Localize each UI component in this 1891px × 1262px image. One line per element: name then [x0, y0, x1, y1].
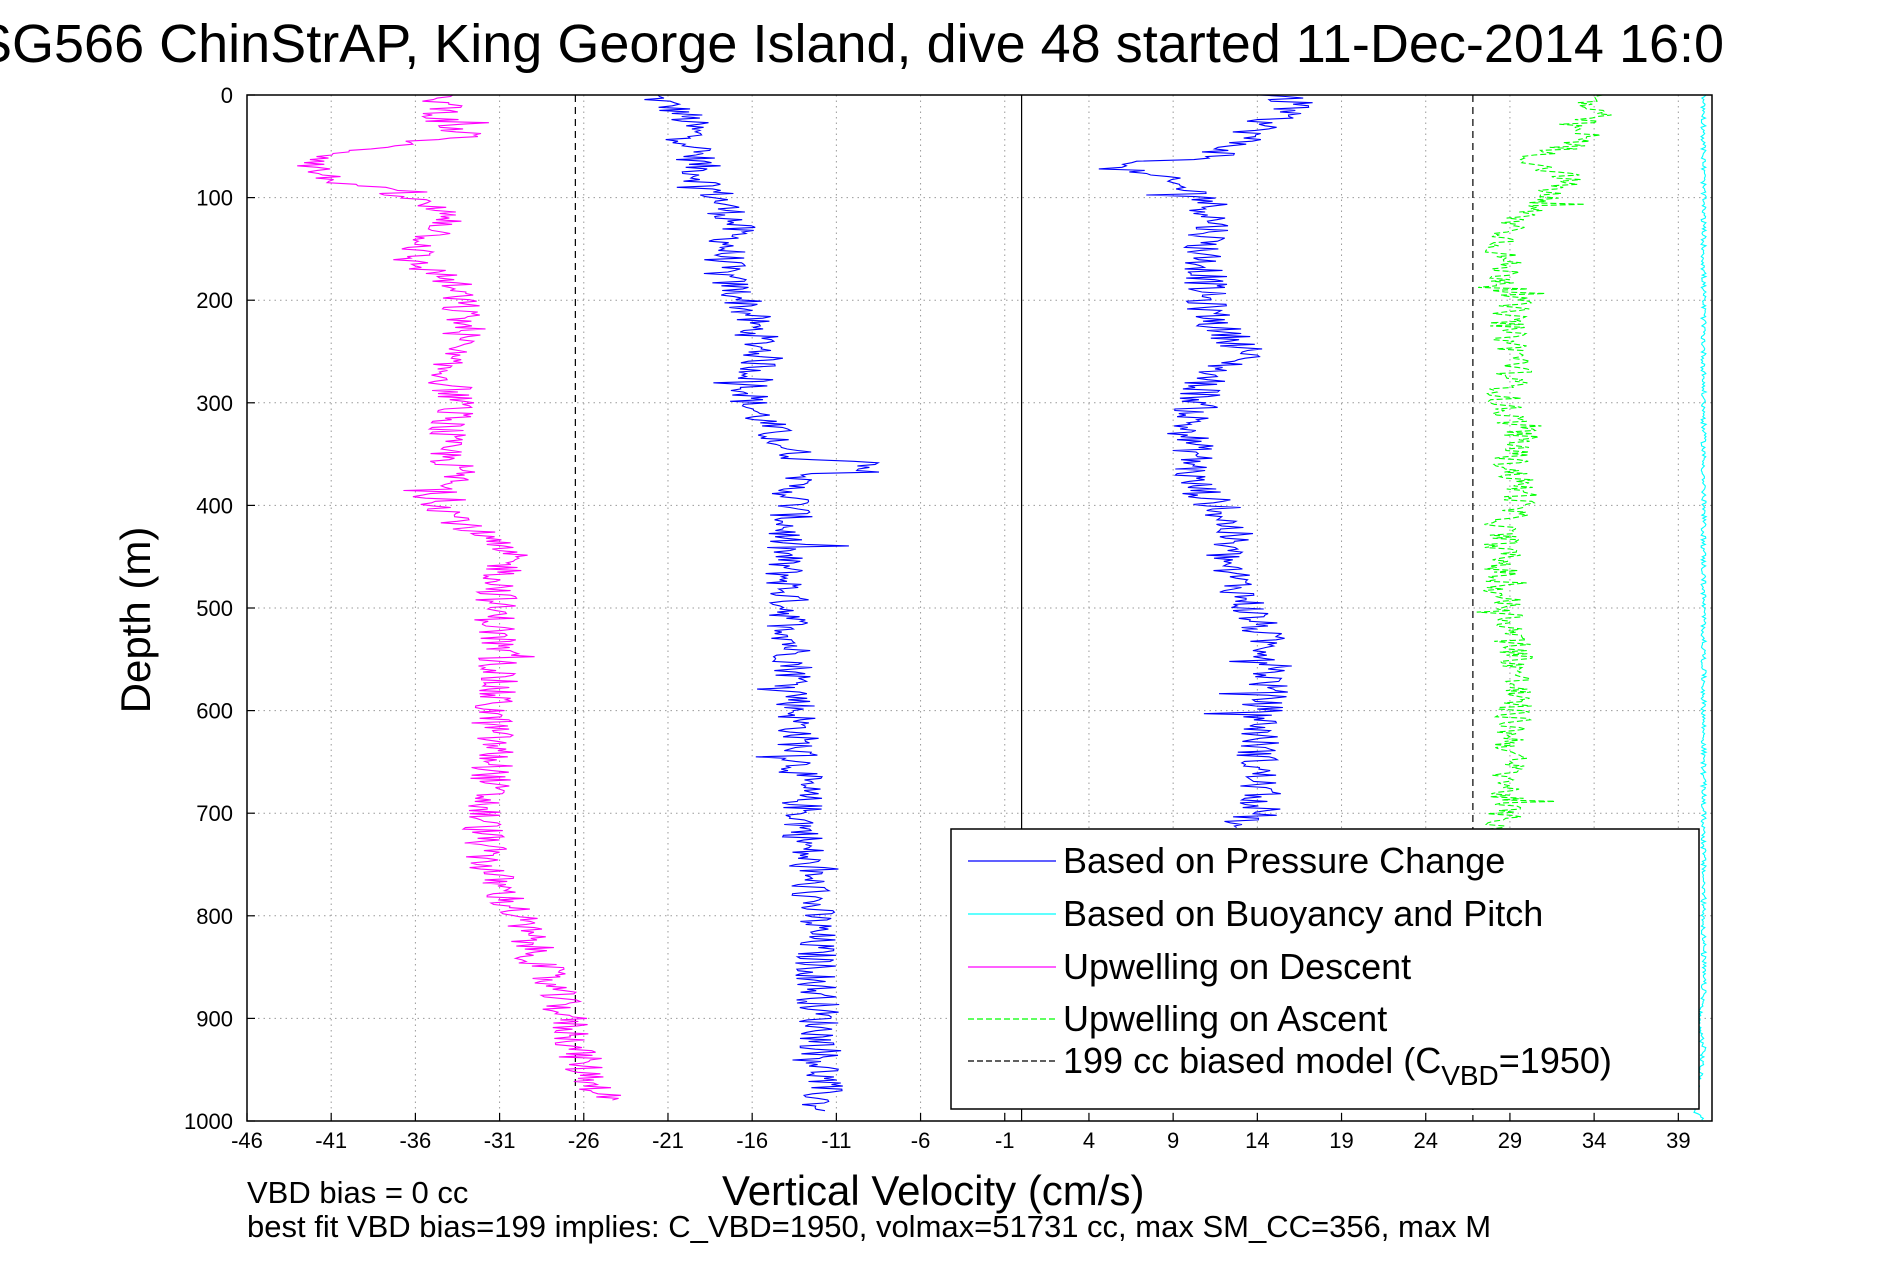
y-tick-label: 400: [196, 493, 233, 518]
x-tick-label: 24: [1413, 1128, 1437, 1153]
legend-label: Upwelling on Ascent: [1063, 998, 1387, 1039]
x-tick-label: -21: [652, 1128, 684, 1153]
x-tick-labels: -46 -41 -36 -31 -26 -21 -16 -11 -6 -1 4 9 14 19 24 29 34…: [231, 1128, 1690, 1153]
y-tick-label: 300: [196, 391, 233, 416]
x-tick-label: 19: [1329, 1128, 1353, 1153]
y-tick-label: 200: [196, 288, 233, 313]
chart-title: SG566 ChinStrAP, King George Island, div…: [0, 14, 1724, 74]
x-axis-label: Vertical Velocity (cm/s): [722, 1167, 1144, 1214]
series-line-pressure_descent: [644, 94, 881, 1112]
legend-label: 199 cc biased model (CVBD=1950): [1063, 1040, 1612, 1091]
series-line-upwelling_ascent: [1476, 94, 1612, 835]
y-tick-label: 700: [196, 801, 233, 826]
y-tick-label: 0: [221, 83, 233, 108]
x-tick-label: 14: [1245, 1128, 1269, 1153]
y-tick-labels: 0 100 200 300 400 500 600 700 800 900 1000: [184, 83, 233, 1134]
x-tick-label: 4: [1083, 1128, 1095, 1153]
y-tick-label: 800: [196, 904, 233, 929]
plot-frame: [246, 94, 1713, 1122]
y-tick-label: 600: [196, 699, 233, 724]
legend-box: [950, 828, 1700, 1110]
x-tick-label: -41: [315, 1128, 347, 1153]
x-tick-label: -31: [484, 1128, 516, 1153]
legend-label: Upwelling on Descent: [1063, 946, 1411, 987]
vbd-bias-note: VBD bias = 0 cc: [247, 1175, 468, 1210]
x-tick-label: -46: [231, 1128, 263, 1153]
legend-label: Based on Buoyancy and Pitch: [1063, 893, 1543, 934]
x-tick-label: -1: [995, 1128, 1015, 1153]
series-line-upwelling_descent: [297, 94, 622, 1101]
best-fit-note: best fit VBD bias=199 implies: C_VBD=195…: [247, 1209, 1491, 1244]
legend-label: Based on Pressure Change: [1063, 840, 1505, 881]
y-axis-label: Depth (m): [112, 527, 159, 714]
x-tick-label: -16: [736, 1128, 768, 1153]
legend: Based on Pressure Change Based on Buoyanc…: [950, 828, 1700, 1110]
x-tick-label: 34: [1582, 1128, 1606, 1153]
series-line-pressure_ascent: [1098, 94, 1313, 829]
x-tick-label: 39: [1666, 1128, 1690, 1153]
x-tick-label: -36: [399, 1128, 431, 1153]
series-line-buoyancy_pitch: [1693, 94, 1708, 1121]
y-tick-label: 500: [196, 596, 233, 621]
x-tick-label: -11: [821, 1128, 851, 1153]
x-tick-label: -6: [911, 1128, 931, 1153]
x-tick-label: -26: [568, 1128, 600, 1153]
legend-items: Based on Pressure Change Based on Buoyanc…: [968, 840, 1612, 1091]
y-tick-label: 1000: [184, 1109, 233, 1134]
series-group: [297, 94, 1708, 1121]
y-tick-label: 100: [196, 186, 233, 211]
x-tick-label: 9: [1167, 1128, 1179, 1153]
y-tick-label: 900: [196, 1006, 233, 1031]
x-tick-label: 29: [1498, 1128, 1522, 1153]
